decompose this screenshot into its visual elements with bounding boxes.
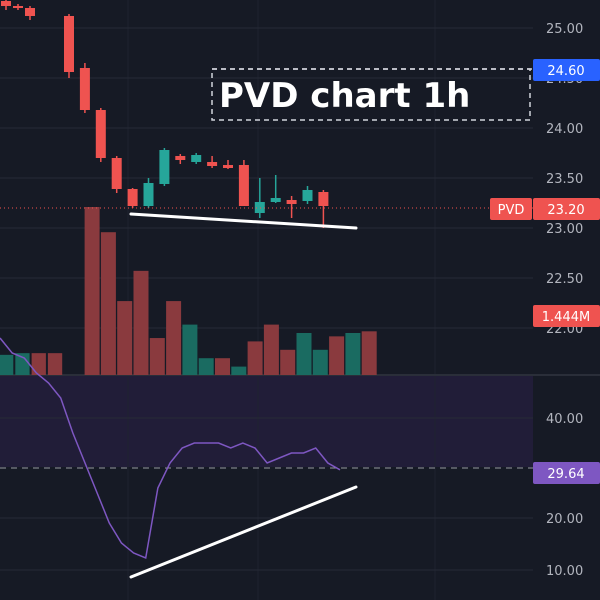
volume-bar	[0, 354, 14, 375]
volume-bar	[31, 353, 46, 375]
candle-body	[175, 156, 186, 160]
last-price-symbol: PVD	[498, 203, 525, 218]
candle-body	[238, 165, 249, 206]
volume-bar	[198, 358, 214, 375]
price-trendline[interactable]	[129, 212, 358, 230]
volume-bar	[182, 324, 198, 375]
volume-value: 1.444M	[542, 310, 590, 325]
volume-bar	[296, 333, 312, 375]
volume-bar	[345, 333, 361, 375]
volume-bar	[100, 232, 116, 375]
price-tick: 22.50	[546, 272, 583, 287]
candle-body	[111, 158, 122, 189]
rsi-band	[0, 375, 533, 467]
volume-bar	[117, 301, 133, 375]
rsi-value: 29.64	[547, 467, 584, 482]
volume-bars	[0, 207, 377, 375]
rsi-axis[interactable]: 40.00 20.00 10.00	[546, 412, 583, 579]
candle-body	[270, 198, 281, 202]
rsi-tick: 40.00	[546, 412, 583, 427]
last-price-value: 23.20	[547, 203, 584, 218]
title-box: PVD chart 1h	[211, 68, 531, 121]
volume-bar	[47, 353, 63, 375]
candle-body	[223, 165, 233, 168]
volume-bar	[247, 341, 263, 375]
candle-body	[207, 162, 218, 166]
rsi-line	[0, 337, 341, 560]
volume-bar	[15, 353, 30, 375]
candle-body	[95, 110, 106, 158]
volume-tag: 1.444M	[533, 305, 600, 327]
candle-body	[302, 190, 313, 201]
price-tick: 23.50	[546, 172, 583, 187]
candle-body	[64, 16, 74, 72]
price-tick: 24.00	[546, 122, 583, 137]
volume-bar	[133, 270, 149, 375]
candle-body	[254, 202, 265, 213]
candles	[1, 0, 329, 228]
rsi-tick: 20.00	[546, 512, 583, 527]
candle-body	[127, 189, 138, 206]
volume-bar	[361, 331, 377, 375]
volume-bar	[329, 336, 345, 375]
chart-title: PVD chart 1h	[219, 76, 470, 116]
rsi-trendline[interactable]	[129, 485, 358, 579]
candle-body	[191, 155, 202, 162]
rsi-indicator	[0, 337, 341, 560]
candle-body	[79, 68, 90, 110]
high-level-value: 24.60	[547, 64, 584, 79]
volume-bar	[263, 324, 279, 375]
candle-body	[13, 6, 23, 8]
rsi-tag: 29.64	[533, 462, 600, 484]
candle-body	[25, 8, 35, 16]
candle-body	[318, 192, 329, 206]
volume-bar	[166, 301, 182, 375]
rsi-grid	[0, 417, 533, 571]
vertical-grid	[127, 0, 436, 600]
volume-bar	[84, 207, 100, 375]
price-tick: 23.00	[546, 222, 583, 237]
volume-bar	[312, 349, 328, 375]
rsi-tick: 10.00	[546, 564, 583, 579]
price-tick: 25.00	[546, 22, 583, 37]
volume-bar	[231, 366, 247, 375]
candle-body	[1, 1, 11, 6]
candle-body	[159, 150, 170, 184]
candle-body	[286, 200, 297, 204]
volume-bar	[280, 349, 296, 375]
volume-bar	[149, 338, 165, 375]
candle-body	[143, 183, 154, 206]
high-level-tag: 24.60	[533, 59, 600, 81]
volume-bar	[215, 358, 230, 375]
last-price-tag: PVD 23.20	[490, 198, 600, 220]
